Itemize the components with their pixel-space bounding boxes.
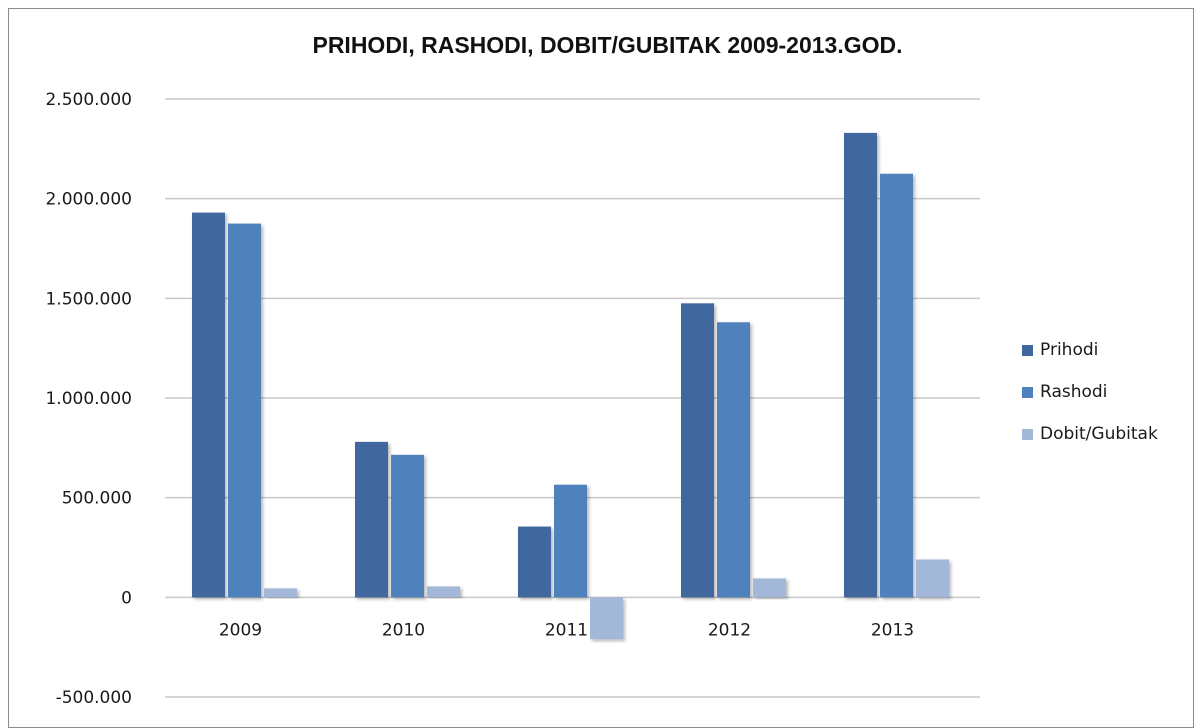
bar-rashodi-2011 <box>554 484 587 598</box>
y-tick-label: 1.500.000 <box>45 289 132 309</box>
y-tick-label: 2.000.000 <box>45 190 132 210</box>
bar-rashodi-2013 <box>880 173 913 598</box>
bar-rashodi-2012 <box>717 322 750 598</box>
legend-swatch <box>1022 429 1033 440</box>
y-tick-label: 500.000 <box>62 489 132 509</box>
bar-prihodi-2012 <box>681 303 714 598</box>
legend-swatch <box>1022 345 1033 356</box>
bar-rashodi-2010 <box>391 454 424 598</box>
bar-prihodi-2010 <box>355 441 388 598</box>
x-tick-label: 2013 <box>871 620 914 640</box>
bar-dobit-gubitak-2010 <box>427 586 460 598</box>
x-tick-label: 2010 <box>382 620 425 640</box>
bar-dobit-gubitak-2012 <box>753 578 786 598</box>
legend-swatch <box>1022 387 1033 398</box>
bar-prihodi-2013 <box>844 132 877 598</box>
y-tick-label: 0 <box>121 588 132 608</box>
y-tick-label: 2.500.000 <box>45 90 132 110</box>
legend-label: Prihodi <box>1040 340 1098 360</box>
legend-label: Dobit/Gubitak <box>1040 424 1158 444</box>
bar-dobit-gubitak-2013 <box>916 559 949 598</box>
y-tick-label: -500.000 <box>56 688 132 708</box>
axis-layer: 2.500.000 2.000.000 1.500.000 1.000.000 500.… <box>45 90 914 708</box>
legend: Prihodi Rashodi Dobit/Gubitak <box>1022 340 1158 444</box>
y-tick-label: 1.000.000 <box>45 389 132 409</box>
bar-prihodi-2009 <box>192 212 225 598</box>
x-tick-label: 2009 <box>219 620 262 640</box>
bar-rashodi-2009 <box>228 223 261 598</box>
bar-dobit-gubitak-2009 <box>264 588 297 598</box>
bar-layer <box>192 132 949 640</box>
legend-label: Rashodi <box>1040 382 1107 402</box>
chart-title: PRIHODI, RASHODI, DOBIT/GUBITAK 2009-201… <box>312 32 903 58</box>
bar-dobit-gubitak-2011 <box>590 597 623 640</box>
bar-prihodi-2011 <box>518 526 551 598</box>
x-tick-label: 2011 <box>545 620 588 640</box>
x-tick-label: 2012 <box>708 620 751 640</box>
